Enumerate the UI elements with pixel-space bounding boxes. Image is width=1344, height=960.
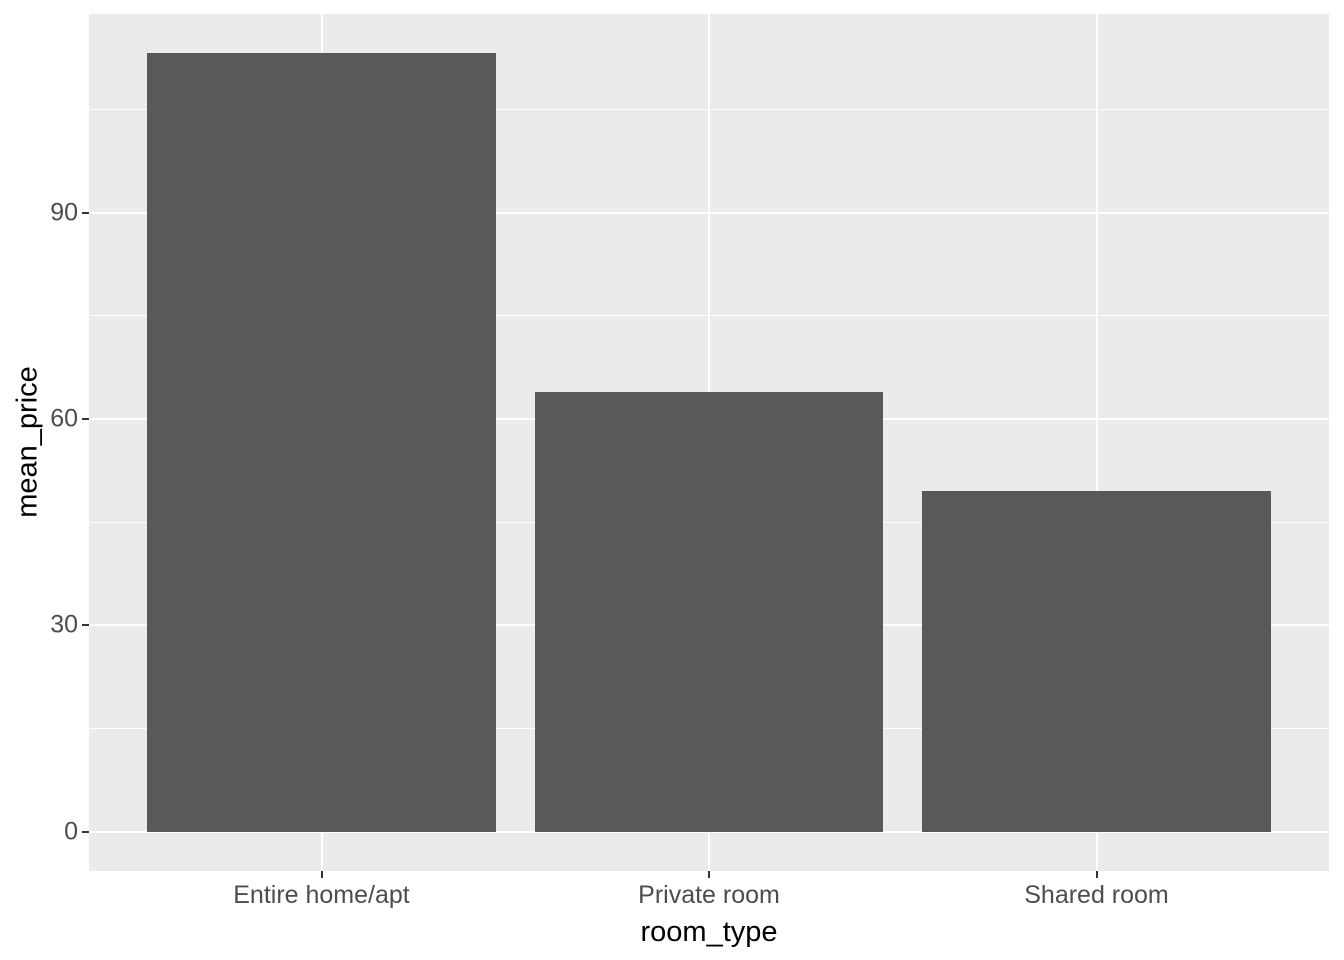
y-tick-label-60: 60 (50, 404, 78, 433)
y-axis-title: mean_price (11, 366, 44, 518)
x-tick-mark-2 (1095, 871, 1098, 878)
y-tick-label-0: 0 (64, 817, 78, 846)
x-axis-title: room_type (640, 916, 778, 948)
x-tick-label-1: Private room (638, 881, 780, 909)
bar-entire-home-apt (147, 53, 496, 832)
y-tick-label-90: 90 (50, 198, 78, 227)
y-tick-mark-90 (82, 211, 89, 214)
y-tick-mark-0 (82, 830, 89, 833)
major-gridline-x-2 (1095, 14, 1098, 871)
bar-shared-room (922, 491, 1271, 832)
x-tick-mark-0 (320, 871, 323, 878)
x-tick-label-0: Entire home/apt (233, 881, 410, 909)
x-tick-mark-1 (708, 871, 710, 878)
y-tick-label-30: 30 (50, 610, 78, 639)
y-tick-mark-30 (82, 624, 89, 627)
bar-private-room (534, 391, 884, 832)
y-tick-mark-60 (82, 418, 89, 421)
plot-panel (89, 14, 1329, 871)
x-tick-label-2: Shared room (1024, 881, 1169, 909)
